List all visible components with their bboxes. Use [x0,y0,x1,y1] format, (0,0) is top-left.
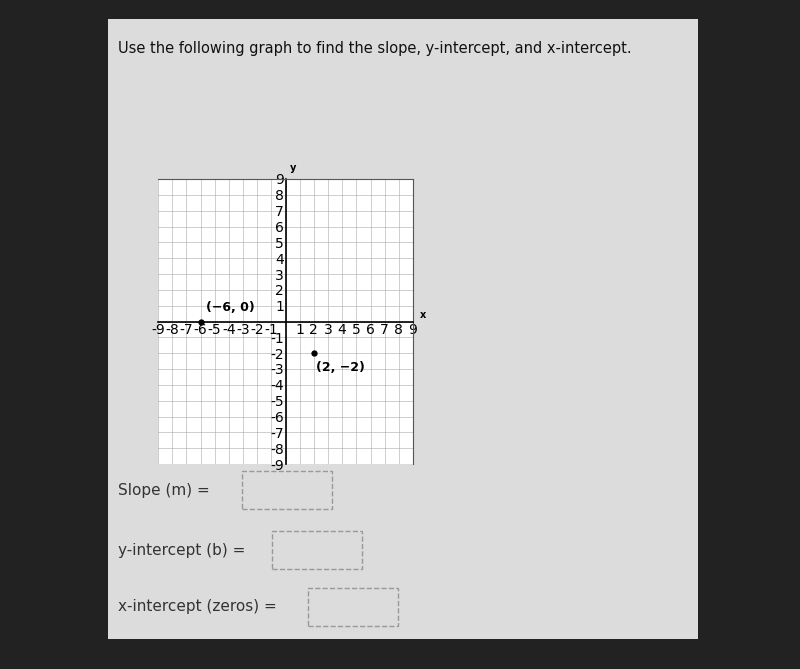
Text: Slope (m) =: Slope (m) = [118,482,210,498]
Text: x: x [420,310,426,320]
Text: y-intercept (b) =: y-intercept (b) = [118,543,246,557]
Text: x-intercept (zeros) =: x-intercept (zeros) = [118,599,277,615]
FancyBboxPatch shape [308,588,398,626]
Text: Use the following graph to find the slope, y-intercept, and x-intercept.: Use the following graph to find the slop… [118,41,632,56]
FancyBboxPatch shape [272,531,362,569]
FancyBboxPatch shape [108,19,698,639]
Text: (−6, 0): (−6, 0) [206,300,255,314]
Text: (2, −2): (2, −2) [316,361,365,374]
FancyBboxPatch shape [242,471,332,509]
Text: y: y [290,163,296,173]
